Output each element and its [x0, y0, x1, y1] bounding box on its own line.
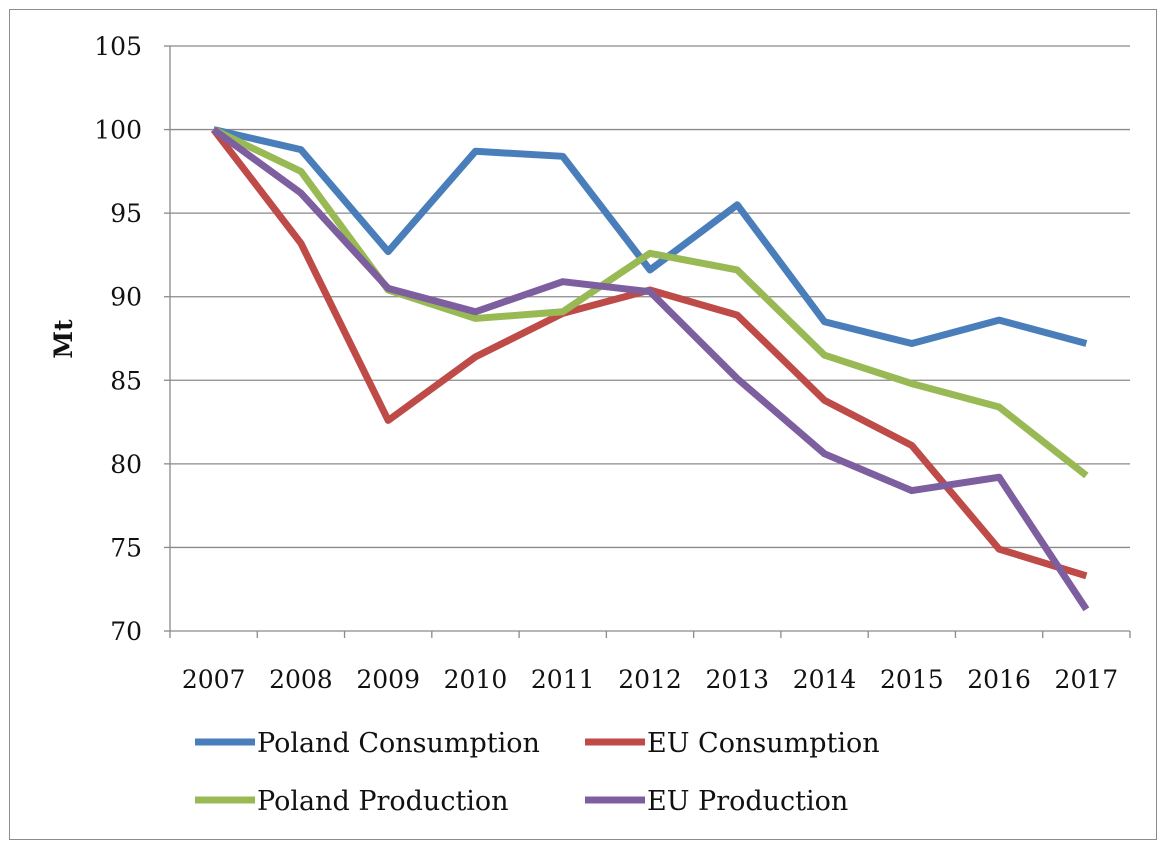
y-tick-label: 70	[110, 617, 142, 646]
y-tick-label: 95	[110, 199, 142, 228]
x-tick-label: 2012	[618, 665, 682, 694]
y-tick-label: 100	[94, 116, 142, 145]
legend-label: EU Consumption	[647, 728, 880, 759]
x-tick-label: 2010	[444, 665, 508, 694]
x-tick-label: 2011	[531, 665, 595, 694]
y-tick-label: 80	[110, 450, 142, 479]
x-tick-label: 2013	[705, 665, 769, 694]
y-tick-label: 75	[110, 533, 142, 562]
x-tick-label: 2015	[880, 665, 944, 694]
x-tick-label: 2017	[1055, 665, 1119, 694]
legend-label: Poland Consumption	[257, 728, 540, 759]
x-tick-label: 2007	[182, 665, 246, 694]
series-line-poland-production	[212, 126, 1089, 479]
chart-frame	[9, 9, 1157, 840]
x-tick-label: 2014	[793, 665, 857, 694]
y-tick-label: 105	[94, 32, 142, 61]
y-tick-label: 90	[110, 283, 142, 312]
x-tick-label: 2009	[356, 665, 420, 694]
legend-label: Poland Production	[257, 786, 509, 817]
y-tick-label: 85	[110, 366, 142, 395]
x-tick-label: 2008	[269, 665, 333, 694]
x-tick-label: 2016	[967, 665, 1031, 694]
legend-label: EU Production	[647, 786, 848, 817]
y-axis-label: Mt	[49, 319, 78, 359]
